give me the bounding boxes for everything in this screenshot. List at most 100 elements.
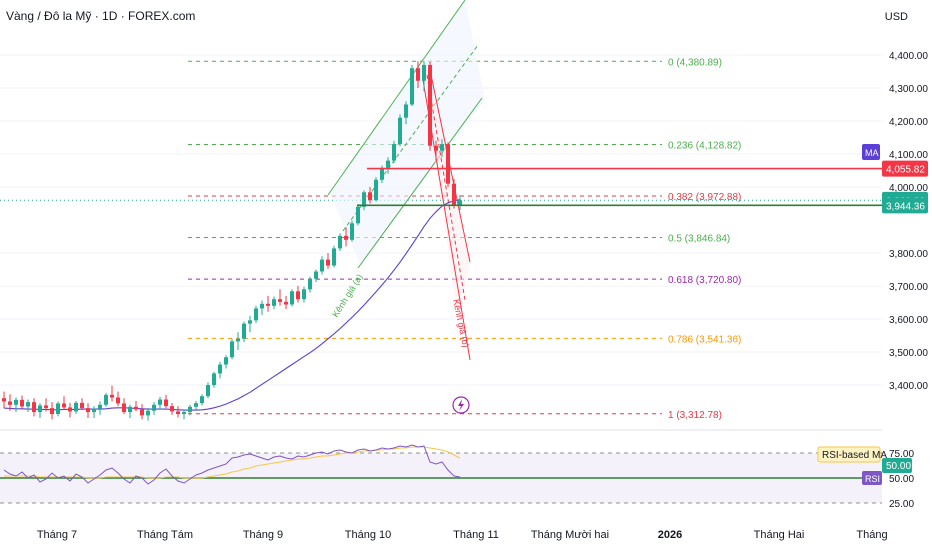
fib-level-label: 0 (4,380.89) (668, 57, 722, 68)
candle-body (110, 394, 114, 398)
price-tick-label: 3,600.00 (889, 315, 928, 326)
channel-b-fill (423, 72, 470, 318)
candle-body (422, 64, 426, 81)
candle-body (428, 64, 432, 146)
time-axis-label: Tháng Mười hai (531, 529, 609, 541)
price-tick-label: 3,400.00 (889, 381, 928, 392)
channel-a-upper (327, 0, 466, 196)
currency-label: USD (884, 11, 908, 23)
candle-body (140, 409, 144, 416)
candle-body (248, 320, 252, 324)
candle-body (272, 299, 276, 306)
symbol-title: Vàng / Đô la Mỹ · 1D · FOREX.com (6, 9, 196, 23)
candle-body (404, 104, 408, 118)
price-tick-label: 4,100.00 (889, 150, 928, 161)
ma-tag-label: MA (865, 148, 879, 158)
candle-body (386, 160, 390, 168)
time-axis-label: Tháng 10 (345, 529, 391, 541)
candle-body (80, 402, 84, 409)
candle-body (134, 406, 138, 410)
candle-body (128, 406, 132, 413)
rsi-badge (882, 458, 912, 473)
candle-body (440, 144, 444, 151)
time-axis-label: Tháng Hai (754, 529, 805, 541)
channel-a-lower (357, 97, 483, 269)
candle-body (98, 404, 102, 409)
candle-body (434, 145, 438, 151)
candle-body (158, 399, 162, 405)
candle-body (116, 397, 120, 404)
channel-b-label: Kênh giá (b) (451, 298, 471, 348)
candle-body (104, 394, 108, 405)
price-badge (882, 160, 928, 177)
candle-body (92, 408, 96, 413)
candle-body (362, 192, 366, 207)
candle-body (392, 144, 396, 161)
candle-body (164, 399, 168, 407)
rsi-badge-label: 50.00 (886, 461, 911, 472)
candle-body (452, 183, 456, 206)
candle-body (2, 398, 6, 402)
candle-body (236, 338, 240, 342)
candle-body (152, 404, 156, 411)
candle-body (446, 144, 450, 184)
candle-body (8, 401, 12, 405)
candle-body (398, 117, 402, 145)
price-tick-label: 4,400.00 (889, 51, 928, 62)
price-tick-label: 4,300.00 (889, 84, 928, 95)
price-tick-label: 3,700.00 (889, 282, 928, 293)
candle-body (332, 248, 336, 266)
candle-body (338, 235, 342, 249)
candle-body (320, 259, 324, 272)
price-badge-label: 3,944.36 (886, 201, 925, 212)
ma-tag (862, 144, 880, 160)
time-axis-label: Tháng Tám (137, 529, 193, 541)
candle-body (344, 235, 348, 240)
candle-body (302, 289, 306, 300)
time-axis-label: Tháng 7 (37, 529, 77, 541)
rsi-tick-label: 25.00 (889, 499, 914, 510)
candle-body (20, 399, 24, 407)
rsi-tick-label: 50.00 (889, 474, 914, 485)
candle-body (38, 405, 42, 413)
candle-body (68, 407, 72, 412)
candle-body (254, 308, 258, 321)
rsi-ma-line (4, 446, 461, 479)
candle-body (200, 396, 204, 404)
rsi-tag-label: RSI (865, 474, 880, 484)
candle-body (206, 385, 210, 397)
candle-body (350, 223, 354, 240)
rsi-ma-tag (817, 446, 881, 463)
candle-body (278, 299, 282, 302)
time-axis-label: Tháng 9 (243, 529, 283, 541)
time-axis-label: Tháng (856, 529, 887, 541)
candle-body (242, 323, 246, 339)
candle-body (356, 206, 360, 224)
time-axis-label: Tháng 11 (453, 529, 499, 541)
candle-body (290, 291, 294, 305)
candle-body (314, 271, 318, 279)
rsi-tag (862, 471, 882, 485)
price-tick-label: 3,800.00 (889, 249, 928, 260)
ma-line (3, 198, 461, 411)
candle-body (308, 278, 312, 290)
candle-body (188, 406, 192, 413)
fib-level-label: 0.236 (4,128.82) (668, 140, 741, 151)
price-badge-label: 4,055.82 (886, 165, 925, 176)
candle-body (14, 399, 18, 405)
candle-body (194, 403, 198, 407)
candle-body (284, 301, 288, 305)
fib-level-label: 0.5 (3,846.84) (668, 234, 730, 245)
candle-body (380, 167, 384, 180)
candle-body (260, 303, 264, 309)
fib-level-label: 0.382 (3,972.88) (668, 192, 741, 203)
candle-body (74, 402, 78, 412)
candle-body (170, 406, 174, 412)
candle-body (266, 303, 270, 306)
fib-level-label: 0.618 (3,720.80) (668, 275, 741, 286)
candle-body (86, 408, 90, 413)
candle-body (146, 410, 150, 416)
candle-body (296, 291, 300, 300)
candle-body (410, 68, 414, 105)
